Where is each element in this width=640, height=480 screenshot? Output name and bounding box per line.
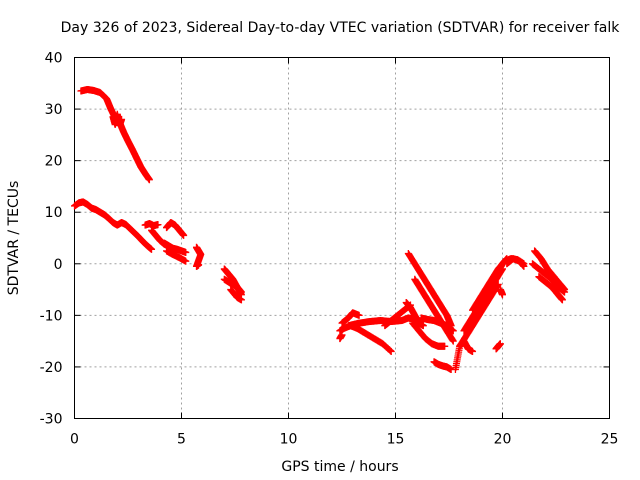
x-tick-label: 15 xyxy=(387,432,405,448)
y-tick-label: 20 xyxy=(45,154,63,170)
y-tick-label: 10 xyxy=(45,205,63,221)
data-point xyxy=(561,288,569,296)
x-tick-label: 10 xyxy=(280,432,298,448)
data-point xyxy=(154,221,162,229)
plot-frame xyxy=(74,57,610,419)
axis-ticks: 0 5 10 15 20 25 -30 -20 -10 0 10 20 30 40 xyxy=(40,51,619,448)
data-point xyxy=(520,262,528,270)
data-point xyxy=(237,296,245,304)
chart-title: Day 326 of 2023, Sidereal Day-to-day VTE… xyxy=(61,20,621,36)
data-point xyxy=(449,337,457,345)
x-axis-label: GPS time / hours xyxy=(281,459,398,475)
data-point xyxy=(469,347,477,355)
data-point xyxy=(182,257,190,265)
data-point xyxy=(180,231,188,239)
data-point xyxy=(496,340,504,348)
data-point xyxy=(145,176,153,184)
data-point xyxy=(558,296,566,304)
data-points xyxy=(71,85,569,374)
data-point xyxy=(195,261,203,269)
y-tick-label: -30 xyxy=(40,412,63,428)
x-tick-label: 5 xyxy=(177,432,186,448)
x-tick-label: 20 xyxy=(494,432,512,448)
data-point xyxy=(237,288,245,296)
y-tick-label: 30 xyxy=(45,102,63,118)
x-tick-label: 0 xyxy=(70,432,79,448)
data-point xyxy=(387,347,395,355)
data-point xyxy=(182,248,190,256)
y-tick-label: -10 xyxy=(40,308,63,324)
y-tick-label: 40 xyxy=(45,51,63,67)
data-point xyxy=(419,322,427,330)
data-point xyxy=(441,342,449,350)
y-axis-label: SDTVAR / TECUs xyxy=(6,181,22,296)
data-point xyxy=(118,115,126,123)
x-tick-label: 25 xyxy=(601,432,619,448)
data-point xyxy=(355,311,363,319)
data-point xyxy=(499,291,506,299)
data-point xyxy=(338,331,346,339)
data-point xyxy=(148,245,156,253)
y-tick-label: 0 xyxy=(54,257,63,273)
data-point xyxy=(449,327,457,335)
y-tick-label: -20 xyxy=(40,360,63,376)
